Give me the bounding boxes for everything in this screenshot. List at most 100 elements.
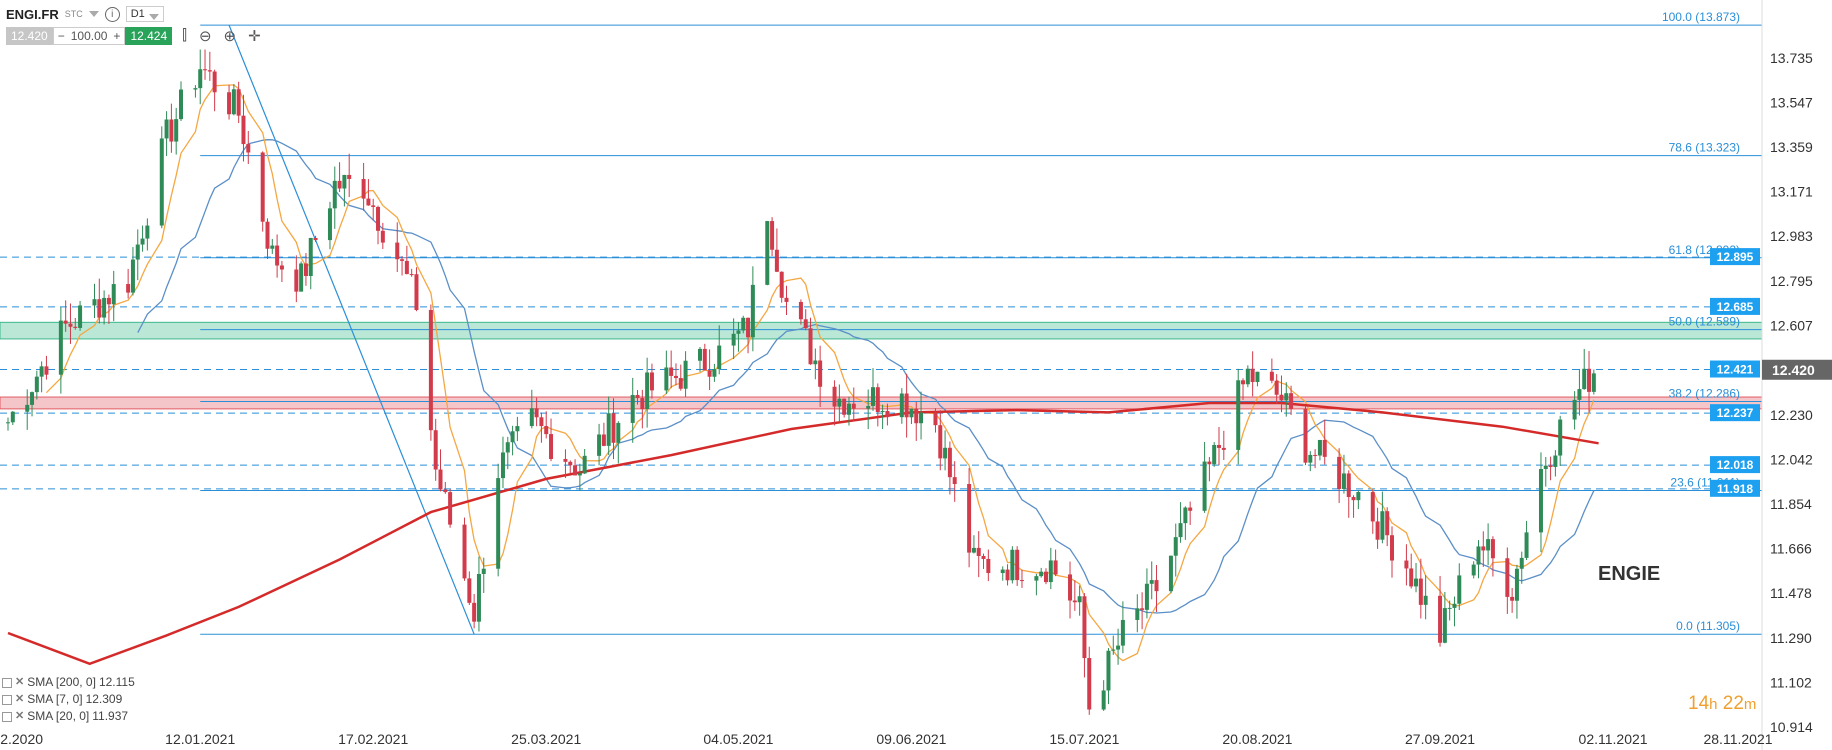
candle-body xyxy=(145,225,150,239)
candle-body xyxy=(1510,596,1515,601)
candle-timer: 14h 22m xyxy=(1688,693,1757,714)
price-tick-label: 12.607 xyxy=(1770,317,1813,333)
close-icon[interactable]: ✕ xyxy=(15,693,25,705)
candle-body xyxy=(1217,445,1221,448)
candle-body xyxy=(169,119,174,142)
quantity-stepper[interactable]: − 100.00 + xyxy=(52,27,126,45)
price-level-value: 12.018 xyxy=(1717,458,1754,472)
legend-row-sma7[interactable]: ✕ SMA [7, 0] 12.309 xyxy=(2,691,135,708)
candle-body xyxy=(712,369,717,377)
settings-icon[interactable] xyxy=(2,677,12,688)
settings-icon[interactable] xyxy=(2,711,12,722)
candle-body xyxy=(813,360,818,365)
price-tick-label: 12.983 xyxy=(1770,228,1813,244)
close-icon[interactable]: ✕ xyxy=(15,676,25,688)
candle-body xyxy=(1524,532,1529,558)
candle-body xyxy=(1390,535,1394,561)
candle-body xyxy=(58,320,63,375)
candle-body xyxy=(25,404,30,412)
crosshair-icon[interactable]: ✛ xyxy=(248,28,261,45)
quantity-value[interactable]: 100.00 xyxy=(70,29,108,43)
candle-body xyxy=(270,245,275,249)
candle-body xyxy=(601,434,606,446)
candle-body xyxy=(582,455,587,474)
candle-body xyxy=(135,244,140,260)
plus-icon[interactable]: + xyxy=(113,29,121,43)
candle-body xyxy=(342,174,347,189)
time-tick-label: 09.06.2021 xyxy=(876,731,946,747)
candle-body xyxy=(303,263,308,276)
symbol-bar: ENGI.FR STC i D1 xyxy=(6,4,164,24)
candle-body xyxy=(1101,690,1106,710)
candle-body xyxy=(1178,523,1183,538)
legend-row-sma200[interactable]: ✕ SMA [200, 0] 12.115 xyxy=(2,674,135,691)
price-level-tag xyxy=(1710,404,1760,422)
candle-body xyxy=(1221,447,1226,450)
support-zone xyxy=(0,321,1763,340)
candle-body xyxy=(73,326,78,328)
candle-body xyxy=(467,578,472,603)
candle-body xyxy=(371,205,376,207)
time-tick-label: 28.11.2021 xyxy=(1703,731,1772,747)
symbol-dropdown-icon[interactable] xyxy=(88,11,99,17)
candle-body xyxy=(1068,574,1073,601)
candle-body xyxy=(909,408,914,418)
candle-body xyxy=(568,461,573,466)
candle-body xyxy=(1538,468,1543,533)
candle-body xyxy=(212,71,217,93)
zoom-out-icon[interactable]: ⊖ xyxy=(198,28,212,45)
settings-icon[interactable] xyxy=(2,694,12,705)
timeframe-select[interactable]: D1 xyxy=(125,6,164,22)
candle-body xyxy=(770,221,775,250)
candle-body xyxy=(404,260,409,275)
zoom-in-icon[interactable]: ⊕ xyxy=(223,28,237,45)
candle-body xyxy=(1154,580,1159,592)
chevron-down-icon xyxy=(148,14,159,20)
candle-body xyxy=(63,320,68,324)
candle-body xyxy=(678,378,683,389)
minus-icon[interactable]: − xyxy=(57,29,65,43)
symbol-name[interactable]: ENGI.FR xyxy=(6,6,59,22)
price-tick-label: 11.666 xyxy=(1770,541,1812,557)
candle-body xyxy=(1577,389,1582,400)
candle-body xyxy=(1274,380,1279,395)
price-level-tag xyxy=(1710,479,1760,497)
candle-body xyxy=(1212,445,1217,465)
candle-body xyxy=(409,274,414,276)
candle-body xyxy=(1317,439,1322,456)
legend-row-sma20[interactable]: ✕ SMA [20, 0] 11.937 xyxy=(2,708,135,725)
price-tick-label: 12.042 xyxy=(1770,451,1813,467)
candle-body xyxy=(130,259,135,293)
candle-body xyxy=(265,221,270,249)
candle-body xyxy=(1447,607,1452,609)
candle-body xyxy=(1106,650,1111,691)
candle-body xyxy=(1255,371,1260,383)
buy-button[interactable]: 12.424 xyxy=(125,27,173,45)
legend-value: 12.115 xyxy=(98,675,135,689)
candle-body xyxy=(111,284,116,305)
candle-body xyxy=(428,309,433,431)
close-icon[interactable]: ✕ xyxy=(15,710,25,722)
candle-body xyxy=(784,297,789,302)
candle-body xyxy=(1245,368,1250,385)
candles-icon[interactable]: ⫿ xyxy=(182,27,187,44)
sell-button[interactable]: 12.420 xyxy=(6,27,53,45)
candle-body xyxy=(496,478,501,569)
candle-body xyxy=(779,271,784,298)
price-tick-label: 12.795 xyxy=(1770,273,1813,289)
candle-body xyxy=(1438,595,1443,643)
candle-body xyxy=(976,547,981,557)
candle-body xyxy=(347,174,352,179)
candle-body xyxy=(6,422,10,424)
candle-body xyxy=(981,556,986,559)
price-tick-label: 11.102 xyxy=(1770,674,1812,690)
candle-body xyxy=(573,465,578,476)
candle-body xyxy=(68,323,73,327)
candle-body xyxy=(774,249,779,272)
info-icon[interactable]: i xyxy=(104,6,120,22)
candle-body xyxy=(842,398,847,415)
candle-body xyxy=(1490,539,1495,559)
legend-label: SMA [20, 0] xyxy=(27,709,90,723)
time-tick-label: 15.07.2021 xyxy=(1049,731,1119,747)
